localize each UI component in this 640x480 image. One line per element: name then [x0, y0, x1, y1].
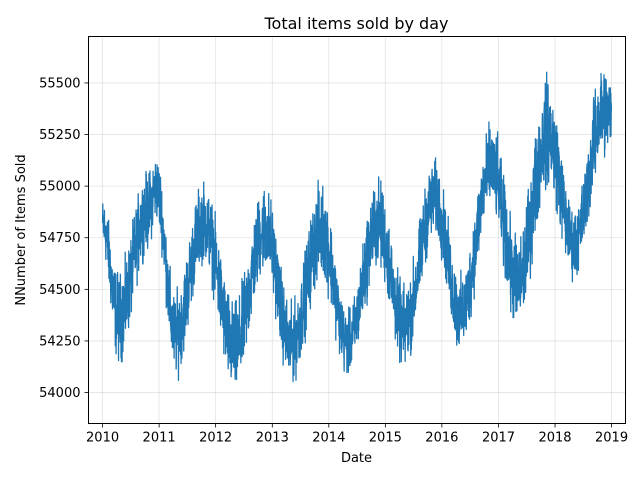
x-tick-label: 2010: [86, 431, 119, 446]
y-tick-label: 54000: [39, 386, 80, 401]
x-tick-label: 2011: [143, 431, 176, 446]
x-tick-label: 2015: [369, 431, 402, 446]
series-layer: [101, 71, 613, 383]
grid-layer: [88, 36, 626, 424]
x-axis: 2010 2011 2012 2013 2014 2015 2016 2017 2018 2019: [86, 423, 628, 446]
x-tick-label: 2012: [199, 431, 232, 446]
y-tick-label: 55500: [39, 76, 80, 91]
y-tick-label: 54750: [39, 231, 80, 246]
x-tick-label: 2018: [538, 431, 571, 446]
x-tick-label: 2017: [482, 431, 515, 446]
y-axis: 54000 54250 54500 54750 55000 55250 55500: [39, 76, 89, 401]
x-axis-title: Date: [341, 451, 372, 466]
x-tick-label: 2019: [595, 431, 628, 446]
y-tick-label: 55250: [39, 128, 80, 143]
y-tick-label: 55000: [39, 180, 80, 195]
x-tick-label: 2014: [312, 431, 345, 446]
series-line: [101, 71, 613, 383]
y-axis-title: NNumber of Items Sold: [14, 154, 29, 305]
y-tick-label: 54250: [39, 334, 80, 349]
x-tick-label: 2013: [256, 431, 289, 446]
plot-frame: [88, 36, 626, 424]
y-tick-label: 54500: [39, 283, 80, 298]
x-tick-label: 2016: [425, 431, 458, 446]
chart-title: Total items sold by day: [264, 14, 449, 33]
